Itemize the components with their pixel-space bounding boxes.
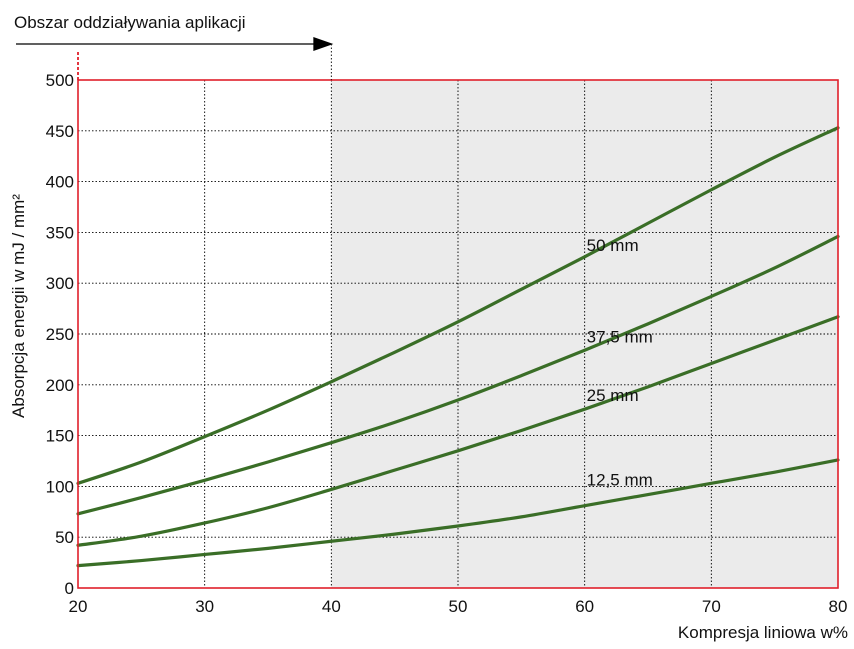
- series-label: 50 mm: [587, 236, 639, 255]
- series-line-1: [76, 126, 840, 485]
- x-tick-label: 70: [702, 597, 721, 616]
- plot-frame: [77, 79, 839, 589]
- series-lines: [76, 126, 840, 568]
- x-tick-label: 20: [69, 597, 88, 616]
- y-axis-title: Absorpcja energii w mJ / mm²: [9, 194, 28, 418]
- x-axis-ticks: 20 30 40 50 60 70 80: [69, 597, 848, 616]
- y-tick-label: 400: [46, 173, 74, 192]
- x-tick-label: 30: [195, 597, 214, 616]
- y-tick-label: 250: [46, 325, 74, 344]
- x-tick-label: 50: [449, 597, 468, 616]
- y-tick-label: 100: [46, 477, 74, 496]
- series-label: 12,5 mm: [587, 471, 653, 490]
- y-tick-label: 300: [46, 274, 74, 293]
- annotation-text: Obszar oddziaływania aplikacji: [14, 13, 246, 32]
- annotation: Obszar oddziaływania aplikacji: [14, 13, 334, 80]
- x-axis-title: Kompresja liniowa w%: [678, 623, 848, 642]
- y-tick-label: 0: [65, 579, 74, 598]
- annotation-arrow-head: [313, 37, 334, 51]
- y-tick-label: 350: [46, 223, 74, 242]
- series-label: 25 mm: [587, 386, 639, 405]
- y-tick-label: 200: [46, 376, 74, 395]
- series-line-4: [76, 458, 840, 568]
- y-tick-label: 450: [46, 122, 74, 141]
- y-tick-label: 50: [55, 528, 74, 547]
- series-labels: 50 mm 37,5 mm 25 mm 12,5 mm: [587, 236, 653, 490]
- series-line-3: [76, 315, 840, 547]
- x-tick-label: 60: [575, 597, 594, 616]
- x-tick-label: 80: [829, 597, 848, 616]
- series-line-2: [76, 234, 840, 516]
- y-axis-ticks: 0 50 100 150 200 250 300 350 400 450 500: [46, 71, 74, 598]
- y-tick-label: 150: [46, 427, 74, 446]
- x-tick-label: 40: [322, 597, 341, 616]
- series-label: 37,5 mm: [587, 327, 653, 346]
- y-tick-label: 500: [46, 71, 74, 90]
